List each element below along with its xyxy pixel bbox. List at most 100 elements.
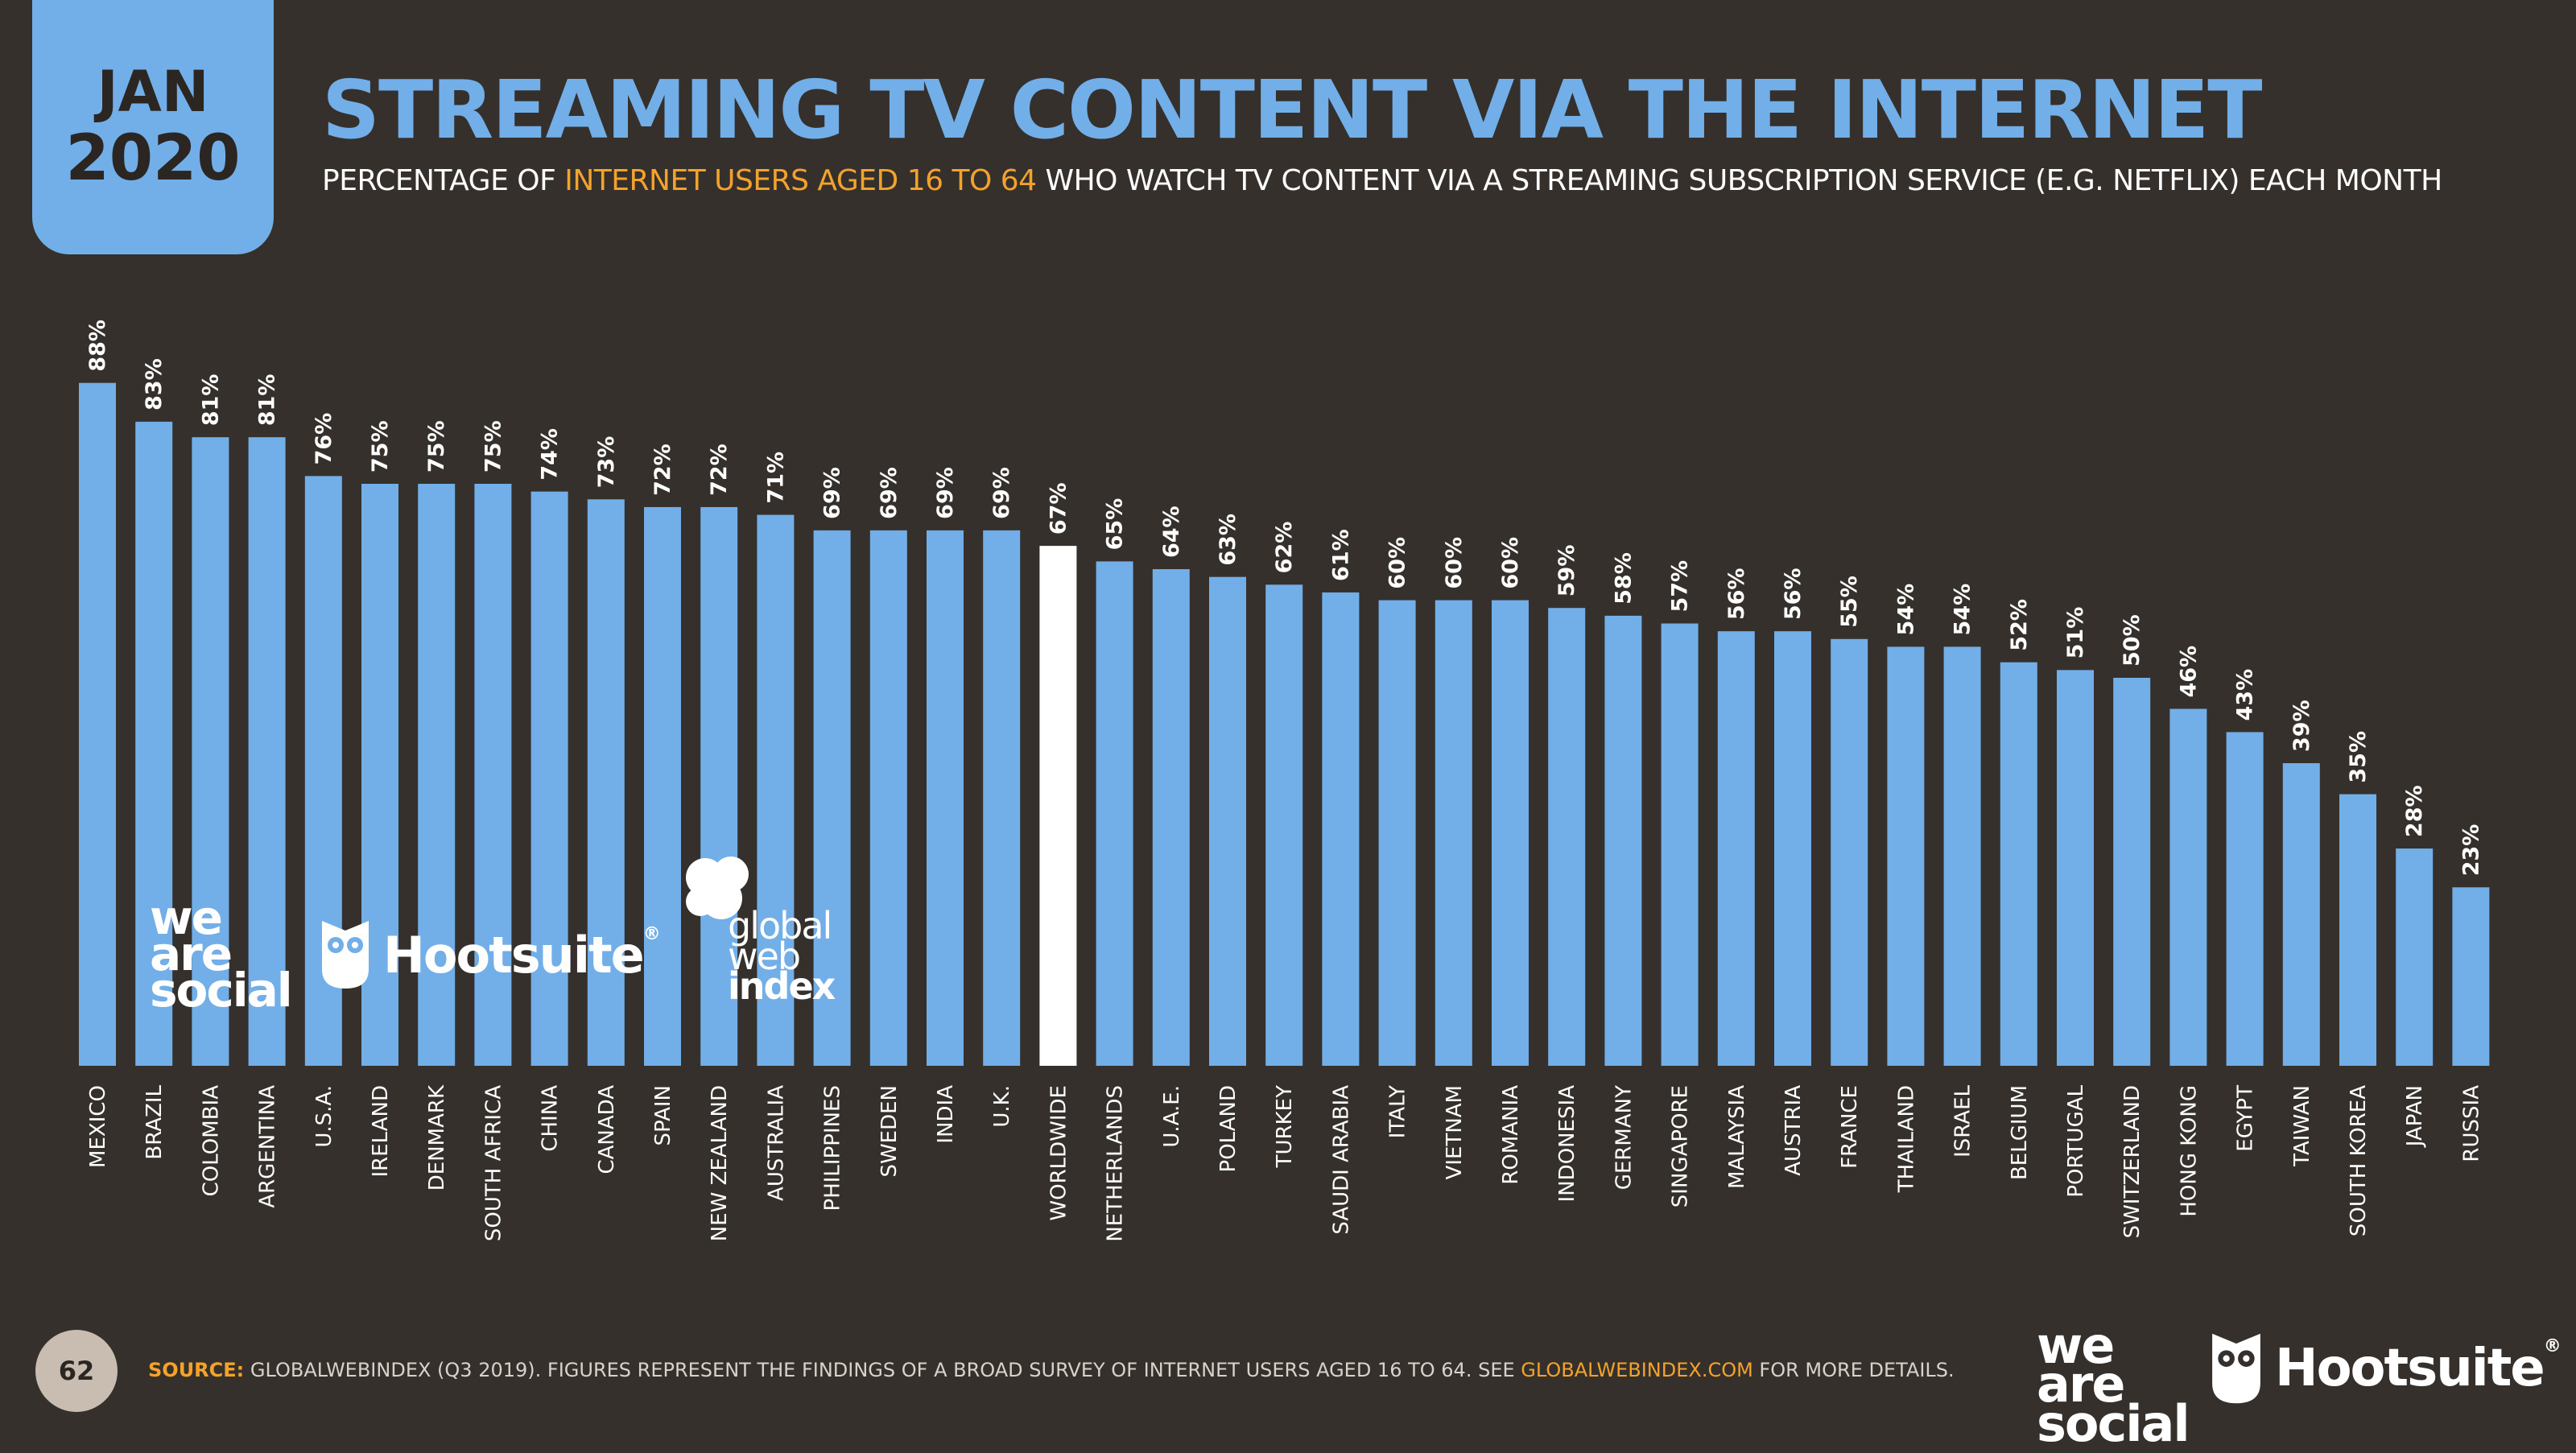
bar-portugal bbox=[2057, 670, 2094, 1066]
bar-colombia bbox=[192, 437, 229, 1066]
date-badge: JAN 2020 bbox=[32, 0, 274, 254]
subtitle-highlight: INTERNET USERS AGED 16 TO 64 bbox=[564, 164, 1037, 197]
bar-value-label: 67% bbox=[1046, 482, 1071, 535]
category-label: FRANCE bbox=[1838, 1085, 1862, 1169]
bar-austria bbox=[1774, 631, 1811, 1066]
bar-sweden bbox=[869, 530, 907, 1066]
owl-icon bbox=[322, 921, 369, 989]
category-label: U.S.A. bbox=[312, 1085, 336, 1148]
category-label: ARGENTINA bbox=[256, 1085, 280, 1208]
bar-india bbox=[927, 530, 964, 1066]
bar-value-label: 52% bbox=[2007, 599, 2032, 651]
category-label: TURKEY bbox=[1273, 1085, 1297, 1168]
bar-value-label: 60% bbox=[1385, 537, 1410, 589]
category-label: NETHERLANDS bbox=[1104, 1085, 1128, 1242]
gwi-line-1: global bbox=[728, 904, 832, 947]
bar-romania bbox=[1492, 600, 1529, 1066]
bar-value-label: 69% bbox=[820, 467, 845, 519]
bar-singapore bbox=[1661, 623, 1699, 1066]
source-label: SOURCE: bbox=[148, 1359, 245, 1381]
bar-value-label: 57% bbox=[1668, 560, 1693, 613]
bar-value-label: 63% bbox=[1216, 514, 1241, 566]
category-label: SPAIN bbox=[651, 1085, 675, 1145]
was-logo-line-1: we bbox=[2037, 1316, 2115, 1375]
page-title: STREAMING TV CONTENT VIA THE INTERNET bbox=[322, 63, 2262, 157]
category-label: INDIA bbox=[934, 1085, 958, 1144]
bar-value-label: 72% bbox=[650, 444, 675, 496]
bar-value-label: 75% bbox=[424, 420, 449, 473]
source-text: GLOBALWEBINDEX (Q3 2019). FIGURES REPRES… bbox=[244, 1359, 1521, 1381]
bar-japan bbox=[2396, 848, 2434, 1066]
bar-mexico bbox=[79, 382, 116, 1066]
source-note: SOURCE: GLOBALWEBINDEX (Q3 2019). FIGURE… bbox=[148, 1359, 1955, 1381]
was-line-3: social bbox=[150, 963, 293, 1018]
bar-value-label: 74% bbox=[538, 428, 563, 481]
bar-hong-kong bbox=[2169, 708, 2207, 1066]
subtitle-post: WHO WATCH TV CONTENT VIA A STREAMING SUB… bbox=[1036, 164, 2442, 197]
date-year: 2020 bbox=[65, 122, 241, 195]
bar-value-label: 35% bbox=[2346, 731, 2371, 783]
owl-icon bbox=[2212, 1333, 2260, 1404]
bar-value-label: 46% bbox=[2176, 646, 2201, 698]
bar-u-k bbox=[983, 530, 1021, 1066]
bar-italy bbox=[1378, 600, 1416, 1066]
bar-thailand bbox=[1887, 646, 1925, 1066]
bar-value-label: 28% bbox=[2402, 785, 2427, 837]
category-label: DENMARK bbox=[425, 1084, 449, 1191]
bar-poland bbox=[1209, 576, 1246, 1066]
bar-south-korea bbox=[2339, 794, 2376, 1066]
category-label: PHILIPPINES bbox=[821, 1085, 845, 1211]
bar-vietnam bbox=[1435, 600, 1472, 1066]
hootsuite-logo: Hootsuite ® bbox=[2209, 1330, 2562, 1407]
category-label: NEW ZEALAND bbox=[708, 1085, 732, 1241]
hootsuite-logo-text: Hootsuite bbox=[2275, 1339, 2545, 1398]
bar-value-label: 61% bbox=[1328, 529, 1353, 581]
page-subtitle: PERCENTAGE OF INTERNET USERS AGED 16 TO … bbox=[322, 164, 2442, 197]
subtitle-pre: PERCENTAGE OF bbox=[322, 164, 565, 197]
bar-value-label: 81% bbox=[255, 374, 280, 427]
bar-value-label: 58% bbox=[1611, 552, 1636, 605]
bar-value-label: 39% bbox=[2289, 700, 2314, 752]
bar-value-label: 88% bbox=[85, 320, 110, 372]
source-link[interactable]: GLOBALWEBINDEX.COM bbox=[1521, 1359, 1753, 1381]
bar-value-label: 81% bbox=[198, 374, 223, 427]
category-label: MALAYSIA bbox=[1725, 1085, 1749, 1189]
bar-value-label: 56% bbox=[1781, 568, 1806, 621]
was-logo-line-2: are bbox=[2037, 1355, 2125, 1414]
category-label: GERMANY bbox=[1612, 1085, 1636, 1190]
category-label: AUSTRIA bbox=[1781, 1085, 1806, 1176]
category-label: POLAND bbox=[1216, 1085, 1241, 1172]
category-label: INDONESIA bbox=[1555, 1085, 1579, 1203]
category-label: EGYPT bbox=[2234, 1085, 2258, 1152]
bar-value-label: 59% bbox=[1554, 545, 1579, 597]
bar-denmark bbox=[418, 484, 456, 1066]
bar-value-label: 69% bbox=[989, 467, 1014, 519]
gwi-cloud-icon bbox=[686, 857, 749, 919]
hootsuite-watermark: Hootsuite ® bbox=[319, 918, 661, 992]
bar-value-label: 65% bbox=[1103, 498, 1128, 551]
bar-u-a-e bbox=[1152, 569, 1190, 1066]
bar-value-label: 55% bbox=[1837, 576, 1862, 628]
category-label: SWITZERLAND bbox=[2120, 1085, 2145, 1238]
category-label: SOUTH KOREA bbox=[2347, 1085, 2371, 1236]
bar-value-label: 69% bbox=[877, 467, 902, 519]
bar-value-label: 75% bbox=[368, 420, 393, 473]
category-label: TAIWAN bbox=[2290, 1085, 2314, 1167]
bar-value-label: 56% bbox=[1724, 568, 1749, 621]
bar-value-label: 64% bbox=[1159, 506, 1184, 558]
category-label: MEXICO bbox=[86, 1085, 110, 1168]
category-label: BELGIUM bbox=[2008, 1085, 2032, 1180]
bar-spain bbox=[644, 506, 681, 1066]
source-tail: FOR MORE DETAILS. bbox=[1752, 1359, 1955, 1381]
was-line-2: are bbox=[150, 927, 233, 982]
category-label: HONG KONG bbox=[2177, 1085, 2201, 1217]
category-label: THAILAND bbox=[1894, 1085, 1918, 1193]
hootsuite-logo-mark: ® bbox=[2543, 1336, 2562, 1356]
bar-china bbox=[530, 491, 568, 1066]
bar-germany bbox=[1604, 615, 1642, 1066]
bar-netherlands bbox=[1096, 561, 1133, 1066]
category-label: ISRAEL bbox=[1951, 1084, 1975, 1157]
we-are-social-watermark: we are social bbox=[150, 894, 293, 1018]
bar-south-africa bbox=[474, 484, 512, 1066]
